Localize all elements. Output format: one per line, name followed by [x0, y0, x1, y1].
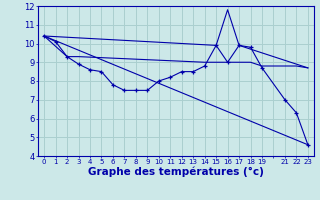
X-axis label: Graphe des températures (°c): Graphe des températures (°c) — [88, 167, 264, 177]
